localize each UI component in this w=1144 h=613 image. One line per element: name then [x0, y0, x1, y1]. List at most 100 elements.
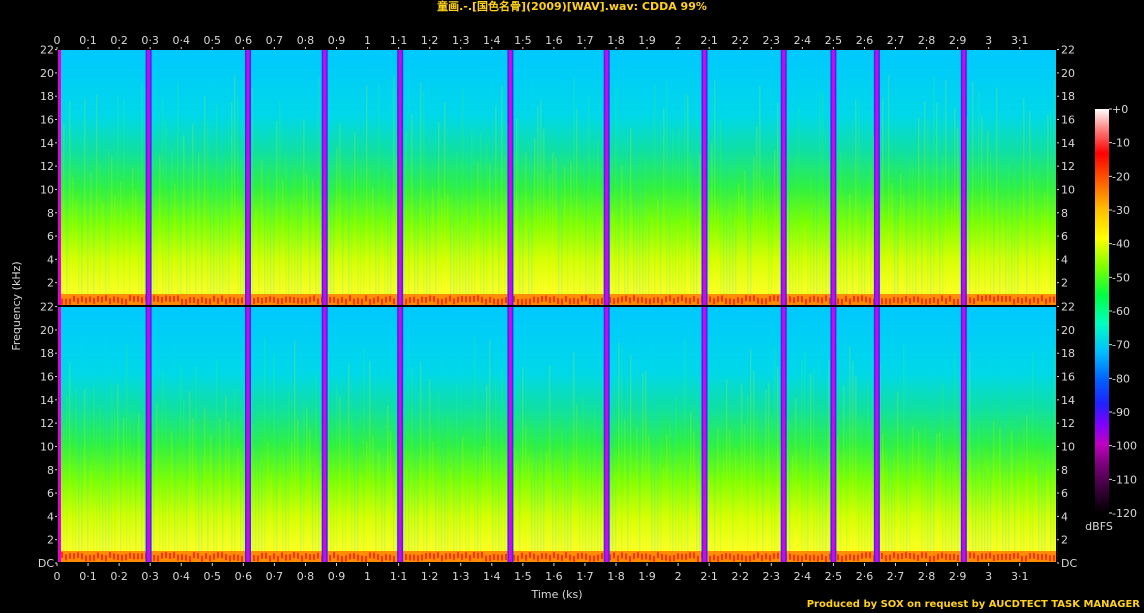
low-frequency-peak	[273, 296, 275, 303]
x-tick-label: 2·4	[794, 570, 812, 583]
spectrum-streak	[1032, 179, 1034, 306]
x-tick-label-top: 2·6	[856, 34, 874, 47]
colorbar-tick-label: -120	[1112, 507, 1137, 520]
low-frequency-peak	[993, 296, 995, 303]
y-tick-label-right: 20	[1061, 67, 1075, 80]
low-frequency-peak	[921, 298, 923, 305]
spectrum-streak	[159, 423, 161, 563]
track-gap-core	[323, 306, 327, 563]
track-gap-core	[875, 49, 879, 306]
y-tick-label: 4	[47, 253, 54, 266]
low-frequency-peak	[69, 552, 71, 559]
spectrum-background	[57, 49, 1057, 306]
spectrum-streak	[567, 220, 569, 306]
spectrum-streak	[993, 124, 995, 307]
spectrum-streak	[1017, 479, 1019, 563]
low-frequency-peak	[281, 552, 283, 559]
low-frequency-peak	[753, 554, 755, 561]
low-frequency-peak	[721, 554, 723, 561]
spectrum-streak	[522, 204, 524, 306]
low-frequency-peak	[989, 552, 991, 559]
spectrum-streak	[138, 413, 140, 563]
low-frequency-peak	[65, 298, 67, 305]
spectrum-streak	[768, 188, 770, 306]
spectrum-streak	[156, 195, 158, 306]
low-frequency-peak	[625, 553, 627, 560]
low-frequency-peak	[665, 554, 667, 561]
spectrum-streak	[738, 480, 740, 563]
low-frequency-peak	[621, 296, 623, 303]
low-frequency-peak	[73, 295, 75, 302]
low-frequency-peak	[945, 298, 947, 305]
spectrum-streak	[288, 92, 290, 306]
low-frequency-peak	[337, 298, 339, 305]
spectrum-streak	[723, 460, 725, 563]
low-frequency-peak	[365, 295, 367, 302]
low-frequency-peak	[717, 296, 719, 303]
low-frequency-peak	[113, 296, 115, 303]
low-frequency-peak	[905, 295, 907, 302]
low-frequency-peak	[993, 554, 995, 561]
spectrum-streak	[123, 98, 125, 306]
low-frequency-peak	[517, 298, 519, 305]
spectrum-streak	[63, 125, 65, 307]
low-frequency-peak	[237, 298, 239, 305]
spectrum-streak	[456, 152, 458, 306]
spectrum-streak	[651, 216, 653, 306]
spectrum-streak	[897, 392, 899, 563]
spectrum-streak	[687, 94, 689, 306]
low-frequency-peak	[673, 554, 675, 561]
spectrum-streak	[903, 344, 905, 563]
spectrum-streak	[1047, 114, 1049, 307]
spectrum-streak	[132, 167, 134, 306]
spectrum-streak	[600, 464, 602, 563]
low-frequency-peak	[913, 553, 915, 560]
spectrum-streak	[591, 188, 593, 306]
low-frequency-peak	[629, 555, 631, 562]
spectrum-streak	[564, 340, 566, 563]
low-frequency-peak	[353, 553, 355, 560]
spectrum-streak	[279, 474, 281, 563]
low-frequency-peak	[937, 298, 939, 305]
x-tick-label-top: 1·2	[421, 34, 439, 47]
track-gap-core	[875, 306, 879, 563]
y-tick-label-right: 22	[1061, 44, 1075, 57]
spectrum-streak	[300, 370, 302, 563]
y-tick-label-right: 14	[1061, 394, 1075, 407]
spectrum-streak	[918, 117, 920, 306]
spectrum-streak	[468, 448, 470, 563]
spectrum-streak	[924, 425, 926, 563]
spectrum-streak	[618, 120, 620, 306]
spectrum-streak	[405, 475, 407, 563]
spectrum-streak	[270, 177, 272, 306]
low-frequency-peak	[861, 295, 863, 302]
spectrum-streak	[96, 94, 98, 306]
low-frequency-peak	[201, 555, 203, 562]
low-frequency-peak	[497, 298, 499, 305]
spectrum-streak	[414, 382, 416, 563]
spectrum-streak	[555, 483, 557, 563]
low-frequency-peak	[453, 553, 455, 560]
low-frequency-peak	[121, 298, 123, 305]
x-tick-label-top: 2·8	[918, 34, 936, 47]
low-frequency-peak	[173, 552, 175, 559]
low-frequency-peak	[633, 295, 635, 302]
spectrum-streak	[969, 351, 971, 563]
x-tick-label-top: 2·3	[763, 34, 781, 47]
low-frequency-peak	[925, 298, 927, 305]
track-gap-core	[782, 306, 786, 563]
spectrum-streak	[366, 85, 368, 306]
low-frequency-peak	[129, 295, 131, 302]
spectrum-streak	[492, 421, 494, 563]
spectrum-streak	[789, 451, 791, 563]
spectrum-streak	[825, 446, 827, 563]
y-tick-label-right: 12	[1061, 417, 1075, 430]
low-frequency-peak	[545, 295, 547, 302]
low-frequency-peak	[85, 555, 87, 562]
spectrum-streak	[801, 359, 803, 563]
low-frequency-peak	[105, 295, 107, 302]
low-frequency-peak	[429, 295, 431, 302]
low-frequency-peak	[333, 296, 335, 303]
low-frequency-peak	[389, 554, 391, 561]
low-frequency-peak	[405, 298, 407, 305]
